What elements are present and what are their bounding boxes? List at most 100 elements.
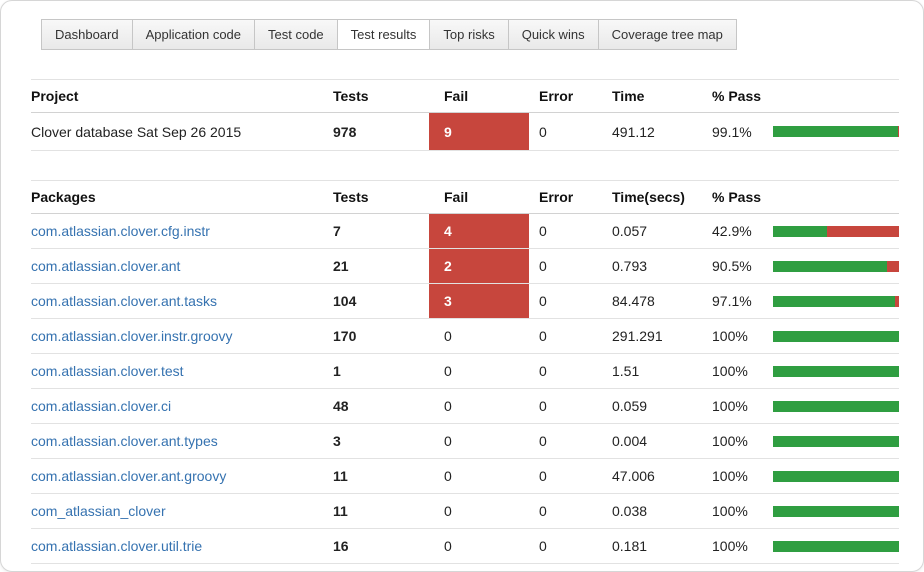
tab-test-code[interactable]: Test code	[254, 19, 338, 50]
tests-value: 978	[333, 123, 357, 140]
header-fail: Fail	[444, 189, 469, 205]
pass-bar	[773, 400, 899, 412]
time-value: 84.478	[612, 293, 655, 309]
error-value: 0	[539, 433, 547, 449]
package-row: com_atlassian_clover 11 0 0 0.038 100%	[31, 494, 899, 529]
tab-bar: Dashboard Application code Test code Tes…	[41, 19, 923, 50]
time-value: 491.12	[612, 123, 655, 140]
tab-top-risks[interactable]: Top risks	[429, 19, 509, 50]
time-value: 0.004	[612, 433, 648, 449]
package-row: com.atlassian.clover.ci 48 0 0 0.059 100…	[31, 389, 899, 424]
package-row: com.atlassian.clover.cfg.instr 7 4 0 0.0…	[31, 214, 899, 249]
package-link[interactable]: com.atlassian.clover.util.trie	[31, 538, 203, 554]
header-tests: Tests	[333, 189, 369, 205]
header-bar-spacer	[764, 80, 899, 112]
time-value: 1.51	[612, 363, 640, 379]
pass-bar-fill	[773, 540, 899, 552]
header-error: Error	[539, 88, 574, 104]
error-value: 0	[539, 468, 547, 484]
fail-value: 0	[444, 328, 452, 344]
project-table: Project Tests Fail Error Time % Pass Clo…	[31, 79, 899, 151]
tab-test-results[interactable]: Test results	[336, 19, 431, 50]
package-row: com.atlassian.clover.ant 21 2 0 0.793 90…	[31, 249, 899, 284]
pass-percent: 42.9%	[712, 223, 752, 239]
header-pass: % Pass	[712, 189, 762, 205]
tests-value: 7	[333, 223, 341, 239]
package-link[interactable]: com.atlassian.clover.ant.types	[31, 433, 218, 449]
header-error: Error	[539, 189, 574, 205]
tests-value: 104	[333, 293, 357, 309]
pass-bar-fill	[773, 330, 899, 342]
package-row: com.atlassian.clover.ant.groovy 11 0 0 4…	[31, 459, 899, 494]
time-value: 0.793	[612, 258, 648, 274]
tests-value: 170	[333, 328, 357, 344]
pass-percent: 100%	[712, 363, 748, 379]
time-value: 0.059	[612, 398, 648, 414]
pass-percent: 100%	[712, 468, 748, 484]
project-row: Clover database Sat Sep 26 2015 978 9 0 …	[31, 113, 899, 151]
package-link[interactable]: com.atlassian.clover.ant.tasks	[31, 293, 217, 309]
pass-bar-fill	[773, 295, 896, 307]
pass-percent: 90.5%	[712, 258, 752, 274]
header-time-secs: Time(secs)	[612, 189, 685, 205]
package-link[interactable]: com.atlassian.clover.ci	[31, 398, 172, 414]
pass-bar	[773, 225, 899, 237]
pass-bar	[773, 295, 899, 307]
pass-bar	[773, 260, 899, 272]
pass-bar	[773, 505, 899, 517]
pass-bar	[773, 330, 899, 342]
tab-application-code[interactable]: Application code	[131, 19, 256, 50]
pass-bar	[773, 435, 899, 447]
tests-value: 16	[333, 538, 349, 554]
fail-value: 4	[429, 214, 529, 248]
error-value: 0	[539, 258, 547, 274]
package-row: com.atlassian.clover.util.trie 16 0 0 0.…	[31, 529, 899, 564]
time-value: 0.181	[612, 538, 648, 554]
pass-bar-fill	[773, 435, 899, 447]
pass-percent: 100%	[712, 433, 748, 449]
package-row: com.atlassian.clover.test 1 0 0 1.51 100…	[31, 354, 899, 389]
package-link[interactable]: com.atlassian.clover.ant.groovy	[31, 468, 227, 484]
package-link[interactable]: com.atlassian.clover.test	[31, 363, 184, 379]
header-bar-spacer	[764, 181, 899, 213]
package-row: com.atlassian.clover.ant.types 3 0 0 0.0…	[31, 424, 899, 459]
pass-bar	[773, 365, 899, 377]
project-name: Clover database Sat Sep 26 2015	[31, 123, 242, 140]
packages-table-header: Packages Tests Fail Error Time(secs) % P…	[31, 180, 899, 214]
pass-bar-fill	[773, 260, 888, 272]
package-link[interactable]: com_atlassian_clover	[31, 503, 166, 519]
pass-percent: 97.1%	[712, 293, 752, 309]
header-time: Time	[612, 88, 645, 104]
pass-bar-fill	[773, 400, 899, 412]
package-link[interactable]: com.atlassian.clover.ant	[31, 258, 181, 274]
tab-coverage-tree-map[interactable]: Coverage tree map	[597, 19, 737, 50]
pass-percent: 100%	[712, 503, 748, 519]
tests-value: 21	[333, 258, 349, 274]
package-link[interactable]: com.atlassian.clover.instr.groovy	[31, 328, 233, 344]
pass-percent: 100%	[712, 398, 748, 414]
error-value: 0	[539, 398, 547, 414]
fail-value: 0	[444, 433, 452, 449]
fail-value: 3	[429, 284, 529, 318]
fail-value: 2	[429, 249, 529, 283]
error-value: 0	[539, 328, 547, 344]
tests-value: 1	[333, 363, 341, 379]
fail-value: 0	[444, 468, 452, 484]
time-value: 0.038	[612, 503, 648, 519]
tab-quick-wins[interactable]: Quick wins	[507, 19, 599, 50]
error-value: 0	[539, 538, 547, 554]
header-project: Project	[31, 88, 79, 104]
tab-dashboard[interactable]: Dashboard	[41, 19, 133, 50]
header-fail: Fail	[444, 88, 469, 104]
error-value: 0	[539, 503, 547, 519]
error-value: 0	[539, 363, 547, 379]
fail-value: 0	[444, 503, 452, 519]
header-packages: Packages	[31, 189, 96, 205]
pass-bar	[773, 126, 899, 137]
project-table-header: Project Tests Fail Error Time % Pass	[31, 79, 899, 113]
package-link[interactable]: com.atlassian.clover.cfg.instr	[31, 223, 210, 239]
time-value: 291.291	[612, 328, 663, 344]
error-value: 0	[539, 123, 547, 140]
packages-table: Packages Tests Fail Error Time(secs) % P…	[31, 180, 899, 564]
